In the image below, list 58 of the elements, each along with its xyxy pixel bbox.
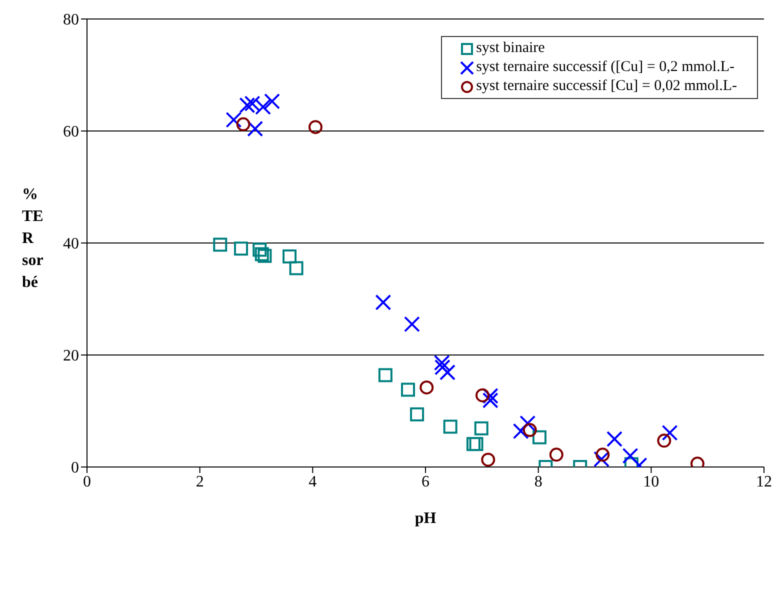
point bbox=[308, 120, 322, 134]
point bbox=[410, 407, 424, 422]
point bbox=[252, 242, 267, 257]
point bbox=[532, 430, 546, 444]
point bbox=[434, 359, 450, 376]
point bbox=[404, 316, 420, 332]
legend-label: syst ternaire successif ([Cu] = 0,2 mmol.L- bbox=[476, 58, 734, 77]
point bbox=[289, 261, 304, 276]
x-tick-label: 4 bbox=[308, 473, 317, 490]
point bbox=[657, 434, 672, 448]
point bbox=[596, 448, 610, 462]
point bbox=[258, 248, 272, 263]
legend-label: syst binaire bbox=[476, 39, 545, 58]
point bbox=[282, 249, 297, 264]
point bbox=[375, 294, 392, 310]
point bbox=[434, 354, 450, 371]
point bbox=[469, 437, 484, 452]
point bbox=[482, 392, 498, 408]
point bbox=[520, 415, 536, 432]
point bbox=[443, 420, 458, 434]
point bbox=[234, 242, 248, 256]
y-tick-label: 20 bbox=[63, 348, 79, 365]
x-tick-label: 2 bbox=[196, 473, 204, 490]
x-tick-label: 10 bbox=[643, 473, 660, 490]
point bbox=[522, 423, 537, 438]
x-tick-label: 0 bbox=[83, 473, 91, 490]
point bbox=[247, 120, 264, 137]
point bbox=[466, 437, 480, 452]
point bbox=[594, 451, 610, 467]
point bbox=[482, 388, 498, 404]
x-tick-label: 8 bbox=[534, 473, 542, 490]
legend-label: syst ternaire successif [Cu] = 0,02 mmol.L- bbox=[476, 77, 737, 96]
point bbox=[662, 424, 678, 441]
point bbox=[244, 96, 260, 112]
point bbox=[549, 448, 564, 462]
point bbox=[264, 93, 280, 110]
x-tick-label: 6 bbox=[422, 473, 430, 490]
point bbox=[420, 380, 434, 394]
y-tick-label: 60 bbox=[63, 124, 79, 141]
point bbox=[622, 448, 638, 464]
point bbox=[440, 364, 456, 380]
x-axis-title: pH bbox=[414, 510, 437, 527]
point bbox=[226, 112, 242, 128]
y-tick-label: 0 bbox=[71, 460, 79, 477]
point bbox=[475, 388, 490, 402]
point bbox=[213, 238, 228, 252]
point bbox=[512, 423, 529, 440]
point bbox=[401, 382, 416, 397]
point bbox=[606, 431, 622, 447]
point bbox=[254, 247, 269, 262]
point bbox=[474, 421, 488, 436]
y-tick-label: 80 bbox=[63, 12, 79, 29]
point bbox=[378, 368, 392, 382]
x-tick-label: 12 bbox=[756, 473, 772, 490]
y-tick-label: 40 bbox=[63, 236, 79, 253]
point bbox=[481, 452, 496, 467]
y-axis-title: % TE R sor bé bbox=[22, 186, 44, 291]
point bbox=[236, 117, 250, 132]
